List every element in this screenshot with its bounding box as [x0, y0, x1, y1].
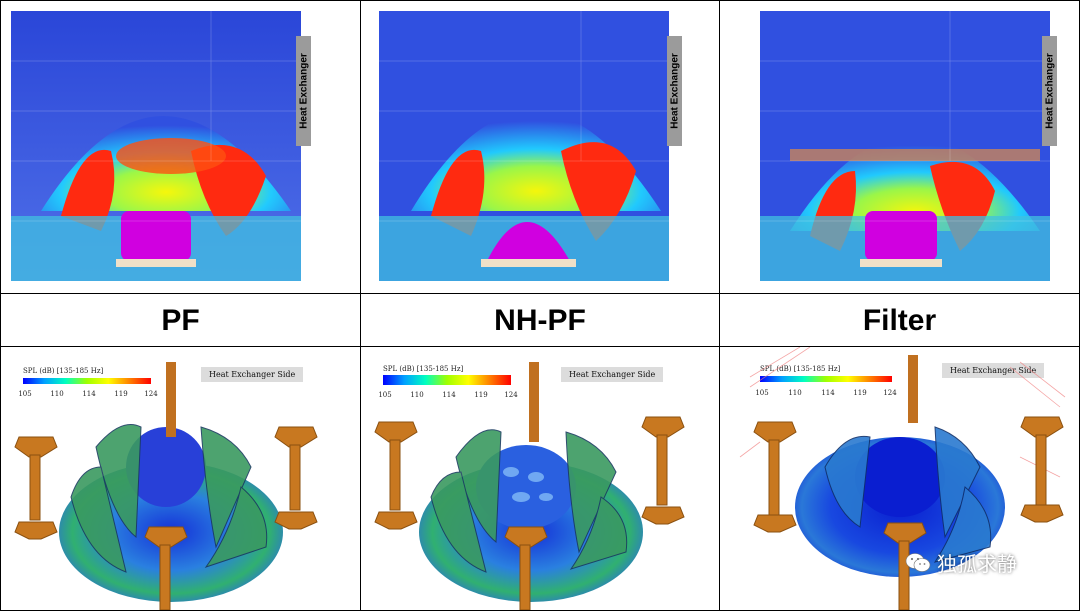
colorbar-title: SPL (dB) [135-185 Hz]	[760, 365, 841, 373]
colorbar-tick: 119	[474, 391, 488, 399]
watermark-text: 独孤求静	[937, 552, 1017, 576]
colorbar-tick: 124	[883, 389, 897, 397]
colorbar-tick: 105	[18, 390, 32, 398]
colorbar-tick: 124	[144, 390, 158, 398]
label-cell-filter: Filter	[719, 293, 1080, 347]
colorbar-tick: 114	[82, 390, 96, 398]
flow-field-image	[760, 11, 1050, 281]
colorbar-tick: 124	[504, 391, 518, 399]
fan-render-image	[374, 362, 685, 610]
case-label: PF	[161, 304, 200, 337]
wechat-icon	[905, 552, 931, 572]
flow-panel-nh-pf: Heat Exchanger	[360, 0, 720, 294]
flow-field-image	[11, 11, 301, 281]
colorbar-tick: 105	[755, 389, 769, 397]
colorbar-tick: 119	[114, 390, 128, 398]
colorbar-tick: 114	[442, 391, 456, 399]
colorbar	[23, 378, 151, 384]
heat-exchanger-side-tag: Heat Exchanger Side	[561, 367, 664, 382]
colorbar	[760, 376, 892, 382]
label-cell-nh-pf: NH-PF	[360, 293, 720, 347]
colorbar-tick: 114	[821, 389, 835, 397]
colorbar-title: SPL (dB) [135-185 Hz]	[383, 365, 464, 373]
colorbar-tick: 105	[378, 391, 392, 399]
spl-panel-nh-pf: SPL (dB) [135-185 Hz] 105 110 114 119 12…	[360, 346, 720, 611]
colorbar-title: SPL (dB) [135-185 Hz]	[23, 367, 104, 375]
colorbar-tick: 110	[410, 391, 424, 399]
heat-exchanger-tag: Heat Exchanger	[296, 36, 311, 146]
colorbar-tick: 119	[853, 389, 867, 397]
spl-panel-pf: SPL (dB) [135-185 Hz] 105 110 114 119 12…	[0, 346, 361, 611]
flow-field-image	[379, 11, 669, 281]
watermark: 独孤求静	[905, 548, 1017, 577]
flow-panel-pf: Heat Exchanger	[0, 0, 361, 294]
heat-exchanger-tag: Heat Exchanger	[667, 36, 682, 146]
colorbar	[383, 375, 511, 385]
colorbar-tick: 110	[50, 390, 64, 398]
fan-render-image	[739, 347, 1066, 610]
flow-panel-filter: Heat Exchanger	[719, 0, 1080, 294]
heat-exchanger-tag: Heat Exchanger	[1042, 36, 1057, 146]
case-label: Filter	[862, 304, 937, 337]
fan-render-image	[14, 362, 318, 610]
spl-panel-filter: SPL (dB) [135-185 Hz] 105 110 114 119 12…	[719, 346, 1080, 611]
label-cell-pf: PF	[0, 293, 361, 347]
case-label: NH-PF	[494, 304, 586, 337]
colorbar-tick: 110	[788, 389, 802, 397]
heat-exchanger-side-tag: Heat Exchanger Side	[201, 367, 304, 382]
